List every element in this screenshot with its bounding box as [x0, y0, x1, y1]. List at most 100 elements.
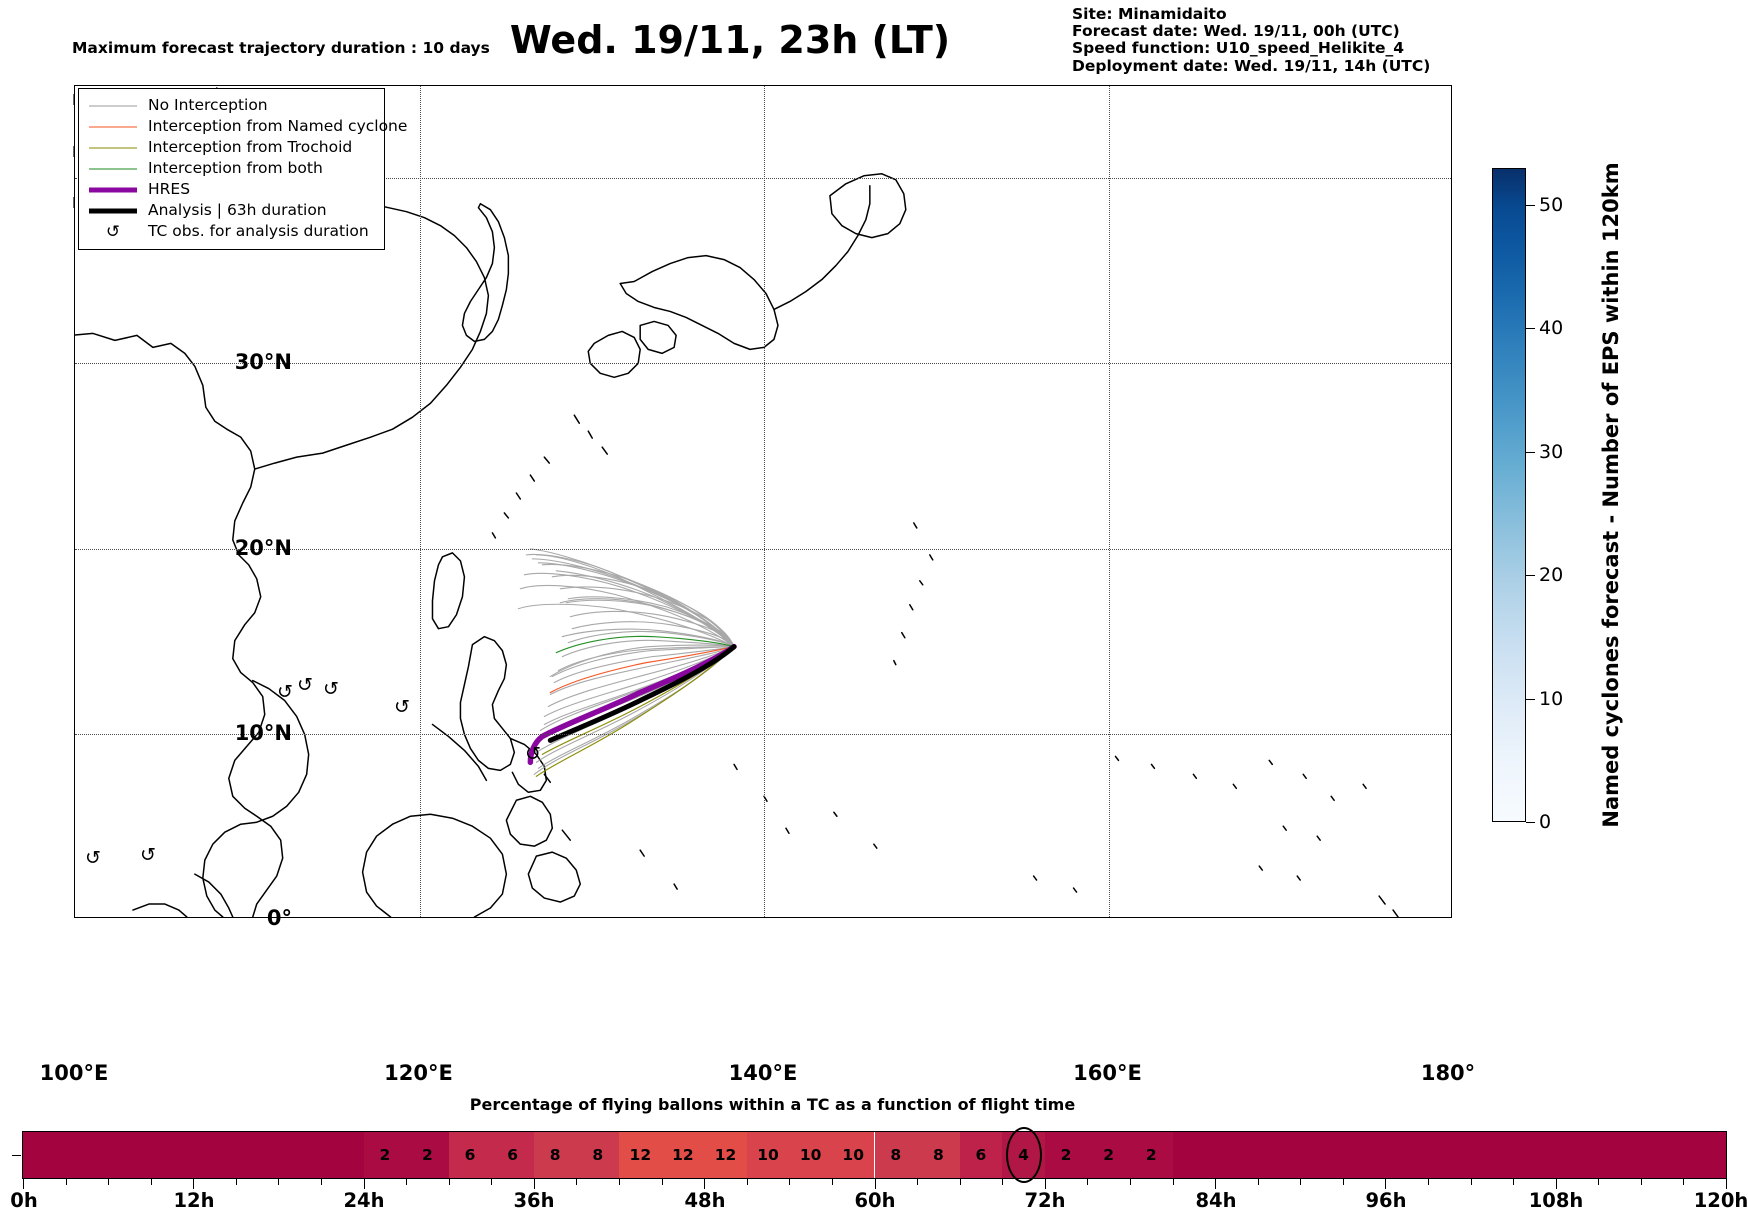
tc-obs-marker: ↺ — [394, 696, 410, 718]
pct-bin — [917, 1132, 960, 1178]
legend-item-analysis: Analysis | 63h duration — [87, 200, 376, 221]
pct-xtick-mark — [746, 1178, 748, 1185]
tc-obs-marker: ↺ — [297, 674, 313, 696]
pct-bin — [704, 1132, 747, 1178]
header-right-line-2: Speed function: U10_speed_Helikite_4 — [1072, 39, 1405, 58]
pct-xtick-mark — [1002, 1178, 1004, 1185]
percentage-bar-ytick — [12, 1155, 21, 1156]
header-right-line-1: Forecast date: Wed. 19/11, 00h (UTC) — [1072, 22, 1400, 41]
legend-label: TC obs. for analysis duration — [148, 222, 369, 240]
pct-bin — [23, 1132, 364, 1178]
pct-xtick-mark — [108, 1178, 110, 1185]
pct-xtick-mark — [1257, 1178, 1259, 1185]
legend-label: Interception from both — [148, 159, 323, 177]
pct-xtick-120h: 120h — [1693, 1189, 1748, 1212]
map-xtick-180: 180° — [1420, 1061, 1476, 1085]
legend-item-both: Interception from both — [87, 158, 376, 179]
pct-xtick-mark — [533, 1178, 535, 1189]
pct-xtick-0h: 0h — [10, 1189, 38, 1212]
pct-bin-value: 8 — [890, 1146, 902, 1164]
pct-bin-value: 6 — [975, 1146, 987, 1164]
pct-xtick-mark — [193, 1178, 195, 1189]
pct-bin-value: 4 — [1018, 1146, 1029, 1164]
pct-xtick-mark — [1129, 1178, 1131, 1185]
legend-item-named-cyclone: Interception from Named cyclone — [87, 116, 407, 137]
map-xtick-140: 140°E — [728, 1061, 798, 1085]
pct-bin-value: 10 — [757, 1146, 779, 1164]
pct-xtick-mark — [831, 1178, 833, 1185]
pct-xtick-mark — [576, 1178, 578, 1185]
legend-label: Analysis | 63h duration — [148, 201, 327, 219]
pct-bin — [406, 1132, 449, 1178]
pct-xtick-mark — [235, 1178, 237, 1185]
pct-xtick-mark — [1044, 1178, 1046, 1189]
pct-xtick-mark — [363, 1178, 365, 1189]
pct-xtick-108h: 108h — [1528, 1189, 1584, 1212]
gridline-lat-10 — [75, 733, 1451, 735]
pct-bin-value: 8 — [549, 1146, 561, 1164]
pct-bin-value: 12 — [672, 1146, 694, 1164]
legend-item-tc-obs: ↺ TC obs. for analysis duration — [87, 221, 376, 242]
pct-xtick-72h: 72h — [1024, 1189, 1066, 1212]
pct-xtick-84h: 84h — [1195, 1189, 1237, 1212]
pct-xtick-mark — [1087, 1178, 1089, 1185]
line-swatch-icon — [87, 183, 139, 197]
pct-xtick-mark — [1683, 1178, 1685, 1185]
colorbar-tick — [1526, 698, 1535, 700]
line-swatch-icon — [87, 204, 139, 218]
pct-xtick-mark — [1427, 1178, 1429, 1185]
colorbar-tick — [1526, 328, 1535, 330]
map-xtick-160: 160°E — [1073, 1061, 1142, 1085]
map-ytick-0: 0° — [266, 906, 292, 930]
pct-bin — [831, 1132, 875, 1178]
pct-bin-value: 6 — [507, 1146, 519, 1164]
pct-bin — [746, 1132, 790, 1178]
percentage-bar-plot[interactable]: 2 2 6 6 8 8 12 12 12 10 10 10 8 8 6 4 2 2 2 — [22, 1127, 1727, 1189]
header-right-line-3: Deployment date: Wed. 19/11, 14h (UTC) — [1072, 56, 1431, 75]
pct-xtick-mark — [1342, 1178, 1344, 1185]
pct-xtick-mark — [1300, 1178, 1302, 1185]
map-xtick-120: 120°E — [384, 1061, 453, 1085]
tc-obs-marker: ↺ — [85, 847, 101, 869]
colorbar: 0 10 20 30 40 50 — [1492, 168, 1563, 833]
pct-xtick-mark — [406, 1178, 408, 1185]
colorbar-title: Named cyclones forecast - Number of EPS … — [1596, 162, 1626, 827]
pct-bin — [1044, 1132, 1088, 1178]
pct-bin — [959, 1132, 1003, 1178]
pct-xtick-mark — [491, 1178, 493, 1185]
pct-xtick-mark — [704, 1178, 706, 1189]
colorbar-ticklabel-40: 40 — [1539, 317, 1564, 340]
legend-label: Interception from Named cyclone — [148, 117, 408, 135]
header-right-line-0: Site: Minamidaito — [1072, 5, 1227, 23]
pct-xtick-mark — [661, 1178, 663, 1185]
tc-obs-marker: ↺ — [525, 743, 541, 765]
pct-bin-value: 2 — [1145, 1146, 1157, 1164]
pct-xtick-mark — [150, 1178, 152, 1185]
pct-xtick-mark — [1172, 1178, 1174, 1185]
pct-bin-value: 12 — [714, 1146, 737, 1164]
line-swatch-icon — [87, 162, 139, 176]
gridline-lat-30 — [75, 363, 1451, 365]
page-title: Wed. 19/11, 23h (LT) — [509, 18, 951, 62]
gridline-lat-20 — [75, 548, 1451, 550]
pct-xtick-mark — [1640, 1178, 1642, 1185]
highlighted-bin-marker — [1005, 1127, 1042, 1183]
header-left-line-0: Maximum forecast trajectory duration : 1… — [72, 39, 490, 58]
pct-xtick-mark — [1513, 1178, 1515, 1185]
pct-xtick-mark — [1555, 1178, 1557, 1189]
gridline-lat-40 — [75, 178, 1451, 180]
pct-xtick-mark — [1598, 1178, 1600, 1185]
pct-xtick-12h: 12h — [173, 1189, 215, 1212]
colorbar-ticklabel-10: 10 — [1539, 687, 1564, 710]
colorbar-ticklabel-30: 30 — [1539, 440, 1564, 463]
pct-bin — [363, 1132, 407, 1178]
gridline-lon-120 — [419, 86, 421, 917]
colorbar-ticklabel-50: 50 — [1539, 194, 1564, 216]
pct-xtick-mark — [321, 1178, 323, 1185]
pct-bin — [874, 1132, 918, 1178]
map-legend: No Interception Interception from Named … — [78, 88, 407, 250]
pct-bin — [661, 1132, 705, 1178]
legend-item-trochoid: Interception from Trochoid — [87, 137, 376, 158]
pct-xtick-mark — [917, 1178, 919, 1185]
pct-xtick-mark — [789, 1178, 791, 1185]
